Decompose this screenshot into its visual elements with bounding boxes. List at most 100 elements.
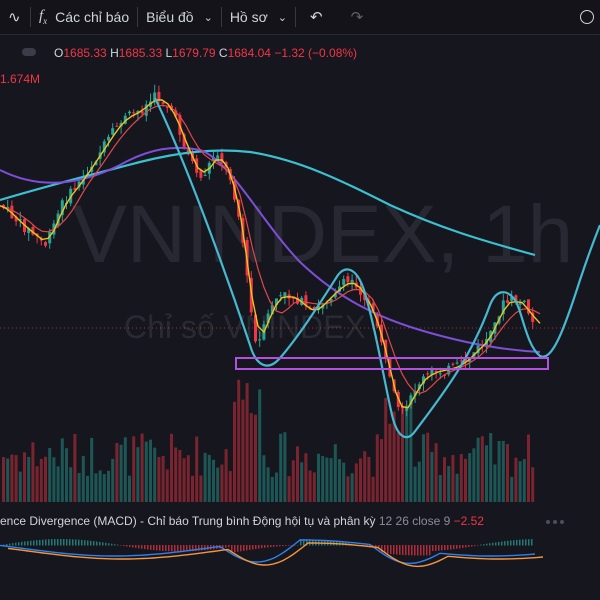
volume-bar	[27, 456, 31, 502]
candle-body	[212, 157, 215, 162]
volume-bar	[468, 453, 472, 502]
volume-bar	[233, 401, 236, 502]
volume-bar	[111, 458, 115, 502]
candle-body	[73, 188, 77, 191]
chart-type-placeholder-button[interactable]: ∿	[0, 0, 30, 34]
chart-type-button[interactable]: Biểu đồ ⌄	[138, 0, 221, 34]
volume-bar	[325, 457, 329, 502]
snapshot-button[interactable]	[576, 0, 600, 34]
candle-body	[350, 279, 354, 285]
macd-legend: ence Divergence (MACD) - Chỉ báo Trung b…	[0, 514, 484, 528]
macd-histogram-bar	[93, 541, 95, 546]
macd-histogram-bar	[57, 539, 59, 546]
visibility-toggle[interactable]	[22, 48, 36, 56]
macd-more-button[interactable]	[546, 520, 564, 524]
candle-body	[304, 295, 308, 306]
candle-body	[283, 292, 287, 298]
macd-histogram-bar	[264, 545, 266, 548]
profile-label: Hồ sơ	[229, 9, 268, 25]
volume-bar	[2, 457, 5, 502]
macd-histogram-bar	[150, 545, 152, 550]
change-value: −1.32 (−0.08%)	[274, 46, 358, 60]
macd-histogram-bar	[441, 545, 443, 551]
macd-histogram-bar	[498, 541, 500, 546]
volume-bar	[413, 466, 417, 502]
macd-title: ence Divergence (MACD) - Chỉ báo Trung b…	[0, 514, 376, 528]
candle-body	[506, 300, 509, 303]
profile-button[interactable]: Hồ sơ ⌄	[222, 0, 295, 34]
macd-histogram-bar	[258, 545, 260, 549]
candle-body	[18, 219, 22, 221]
macd-histogram-bar	[405, 545, 407, 556]
macd-histogram-bar	[399, 545, 401, 555]
ma-long-line	[0, 149, 536, 257]
support-zone-rectangle[interactable]	[235, 357, 549, 370]
candle-body	[426, 373, 430, 375]
candle-body	[44, 242, 47, 246]
volume-bar	[451, 455, 455, 502]
redo-button[interactable]: ↷	[337, 0, 378, 34]
macd-value: −2.52	[453, 514, 484, 528]
macd-histogram-bar	[225, 545, 227, 548]
macd-histogram-bar	[123, 545, 125, 547]
macd-histogram-bar	[135, 545, 137, 548]
candle-body	[405, 407, 409, 411]
macd-histogram-bar	[513, 540, 515, 546]
macd-histogram-bar	[282, 545, 284, 547]
top-toolbar: ∿ fx Các chỉ báo Biểu đồ ⌄ Hồ sơ ⌄ ↶ ↷	[0, 0, 600, 35]
macd-histogram-bar	[237, 545, 239, 552]
volume-bar	[77, 472, 81, 502]
candle-body	[459, 360, 463, 362]
candle-body	[329, 299, 333, 303]
volume-value: 1.674M	[0, 72, 41, 86]
candle-body	[522, 300, 526, 303]
macd-histogram-bar	[471, 545, 473, 547]
volume-bar	[501, 440, 505, 502]
macd-histogram-bar	[105, 542, 107, 546]
macd-histogram-bar	[297, 545, 299, 546]
candle-body	[258, 339, 262, 341]
candle-body	[31, 226, 35, 235]
macd-histogram-bar	[111, 543, 113, 546]
macd-histogram-bar	[222, 545, 224, 549]
high-value: 1685.33	[118, 46, 163, 60]
macd-histogram-bar	[432, 545, 434, 552]
macd-histogram-bar	[273, 545, 275, 547]
macd-histogram-bar	[234, 545, 236, 553]
macd-histogram-bar	[171, 545, 173, 552]
volume-bar	[317, 453, 320, 502]
volume-bar	[434, 443, 438, 502]
macd-histogram-bar	[267, 545, 269, 548]
macd-histogram-bar	[99, 541, 101, 546]
candle-body	[153, 92, 157, 102]
volume-bar	[60, 438, 64, 502]
indicators-label: Các chỉ báo	[55, 9, 130, 25]
macd-histogram-bar	[300, 539, 302, 546]
undo-button[interactable]: ↶	[296, 0, 337, 34]
ohlc-legend: O1685.33 H1685.33 L1679.79 C1684.04 −1.3…	[0, 46, 357, 60]
candle-body	[60, 200, 64, 216]
drawn-pattern-curve[interactable]	[154, 97, 600, 439]
indicators-button[interactable]: fx Các chỉ báo	[31, 0, 137, 34]
volume-bar	[86, 475, 89, 502]
volume-bar	[371, 476, 375, 502]
candle-body	[501, 300, 505, 315]
macd-histogram-bar	[153, 545, 155, 551]
macd-histogram-bar	[450, 545, 452, 550]
macd-histogram-bar	[231, 545, 233, 553]
volume-bar	[249, 413, 253, 502]
macd-histogram-bar	[486, 543, 488, 546]
macd-line	[0, 539, 536, 565]
volume-bar	[73, 433, 77, 502]
volume-bar	[329, 458, 333, 502]
macd-histogram-bar	[87, 540, 89, 546]
volume-bar	[52, 457, 56, 502]
volume-bar	[455, 473, 459, 502]
candle-body	[371, 303, 375, 312]
macd-histogram-bar	[429, 545, 431, 556]
macd-histogram-bar	[204, 545, 206, 551]
macd-histogram-bar	[285, 545, 287, 546]
volume-bar	[497, 441, 501, 502]
macd-histogram-bar	[246, 545, 248, 551]
